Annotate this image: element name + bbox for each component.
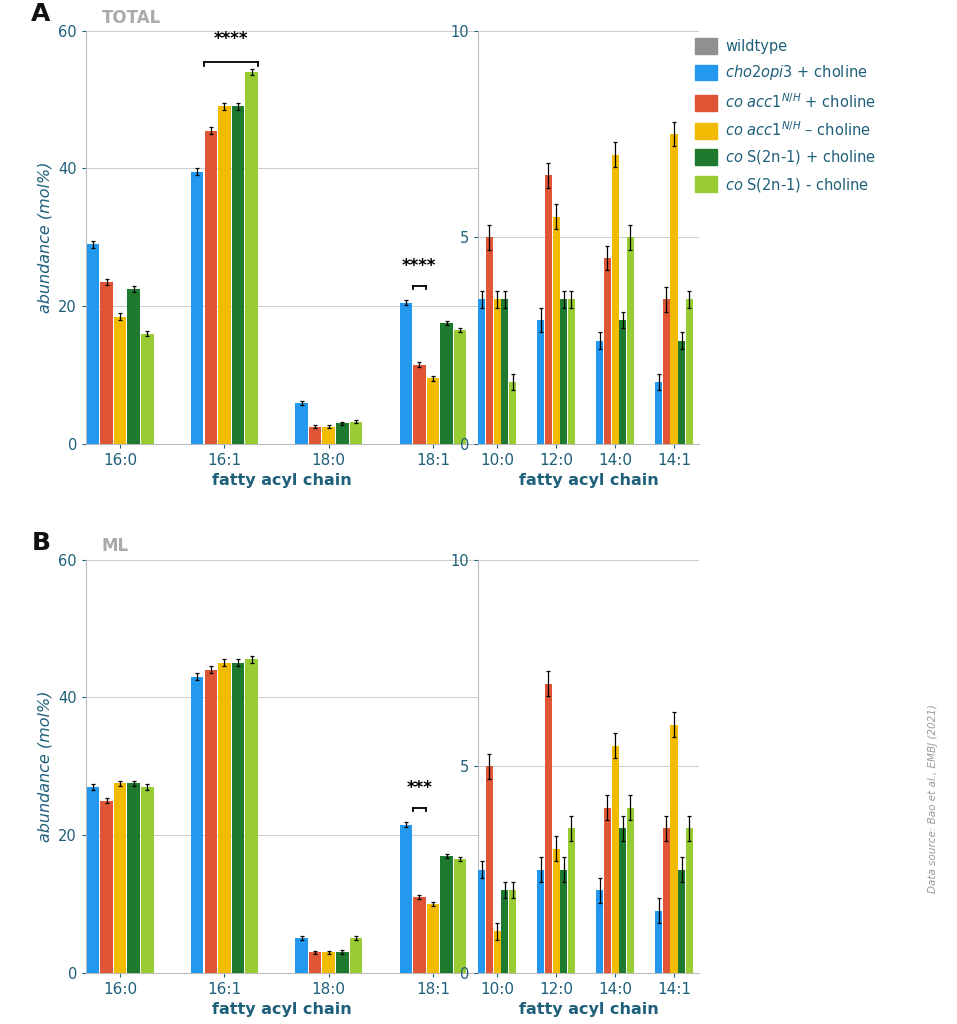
Bar [552, 849, 560, 973]
Bar [296, 402, 308, 444]
Bar [454, 331, 466, 444]
Bar [454, 859, 466, 973]
Bar [191, 172, 204, 444]
Bar [413, 897, 426, 973]
Bar [296, 938, 308, 973]
Bar [323, 427, 335, 444]
Bar [619, 828, 626, 973]
Bar [596, 890, 603, 973]
Bar [545, 175, 552, 444]
Bar [627, 808, 634, 973]
Bar [245, 659, 257, 973]
X-axis label: fatty acyl chain: fatty acyl chain [519, 473, 658, 488]
Bar [309, 427, 322, 444]
X-axis label: fatty acyl chain: fatty acyl chain [212, 473, 352, 488]
Bar [596, 341, 603, 444]
Bar [114, 783, 126, 973]
Bar [686, 828, 693, 973]
Bar [494, 299, 501, 444]
Text: ML: ML [101, 538, 129, 555]
Bar [440, 856, 453, 973]
Text: Data source: Bao et al., EMBJ (2021): Data source: Bao et al., EMBJ (2021) [928, 705, 938, 893]
Bar [336, 423, 348, 444]
Bar [100, 282, 113, 444]
Bar [604, 808, 611, 973]
Bar [87, 786, 100, 973]
Bar [612, 155, 618, 444]
Bar [509, 382, 516, 444]
Bar [679, 869, 685, 973]
Bar [245, 72, 257, 444]
Text: A: A [32, 2, 51, 26]
X-axis label: fatty acyl chain: fatty acyl chain [519, 1002, 658, 1018]
Bar [232, 106, 244, 444]
Bar [494, 932, 501, 973]
Bar [440, 324, 453, 444]
Bar [568, 299, 575, 444]
Bar [560, 869, 568, 973]
Bar [679, 341, 685, 444]
Bar [656, 910, 662, 973]
Legend: wildtype, $\it{cho2opi3}$ + choline, $\it{co}$ $\it{acc1}$$^{N/H}$ + choline, $\: wildtype, $\it{cho2opi3}$ + choline, $\i… [695, 38, 877, 194]
Bar [612, 745, 618, 973]
Bar [218, 663, 231, 973]
Bar [486, 766, 493, 973]
Bar [501, 890, 508, 973]
Bar [141, 334, 154, 444]
Bar [232, 663, 244, 973]
Bar [478, 869, 485, 973]
Bar [509, 890, 516, 973]
Bar [100, 801, 113, 973]
Text: TOTAL: TOTAL [101, 8, 161, 27]
Bar [336, 952, 348, 973]
Bar [537, 869, 545, 973]
Bar [501, 299, 508, 444]
Bar [127, 783, 140, 973]
Bar [486, 238, 493, 444]
Bar [686, 299, 693, 444]
Bar [87, 244, 100, 444]
Bar [309, 952, 322, 973]
Bar [656, 382, 662, 444]
Bar [552, 217, 560, 444]
Bar [413, 365, 426, 444]
Bar [478, 299, 485, 444]
Bar [400, 824, 412, 973]
Bar [627, 238, 634, 444]
Text: ***: *** [407, 779, 433, 798]
Text: ****: **** [402, 257, 436, 275]
Bar [537, 319, 545, 444]
Bar [205, 670, 217, 973]
Bar [323, 952, 335, 973]
Bar [400, 303, 412, 444]
Bar [427, 904, 439, 973]
Bar [191, 677, 204, 973]
Bar [349, 422, 362, 444]
Bar [671, 134, 678, 444]
Bar [205, 131, 217, 444]
Bar [568, 828, 575, 973]
Y-axis label: abundance (mol%): abundance (mol%) [37, 690, 53, 842]
Bar [127, 289, 140, 444]
Bar [663, 299, 670, 444]
X-axis label: fatty acyl chain: fatty acyl chain [212, 1002, 352, 1018]
Bar [114, 316, 126, 444]
Y-axis label: abundance (mol%): abundance (mol%) [37, 162, 53, 313]
Bar [671, 725, 678, 973]
Bar [141, 786, 154, 973]
Bar [663, 828, 670, 973]
Bar [349, 938, 362, 973]
Text: ****: **** [214, 30, 249, 48]
Bar [218, 106, 231, 444]
Bar [427, 379, 439, 444]
Text: B: B [32, 530, 51, 555]
Bar [545, 684, 552, 973]
Bar [619, 319, 626, 444]
Bar [604, 258, 611, 444]
Bar [560, 299, 568, 444]
